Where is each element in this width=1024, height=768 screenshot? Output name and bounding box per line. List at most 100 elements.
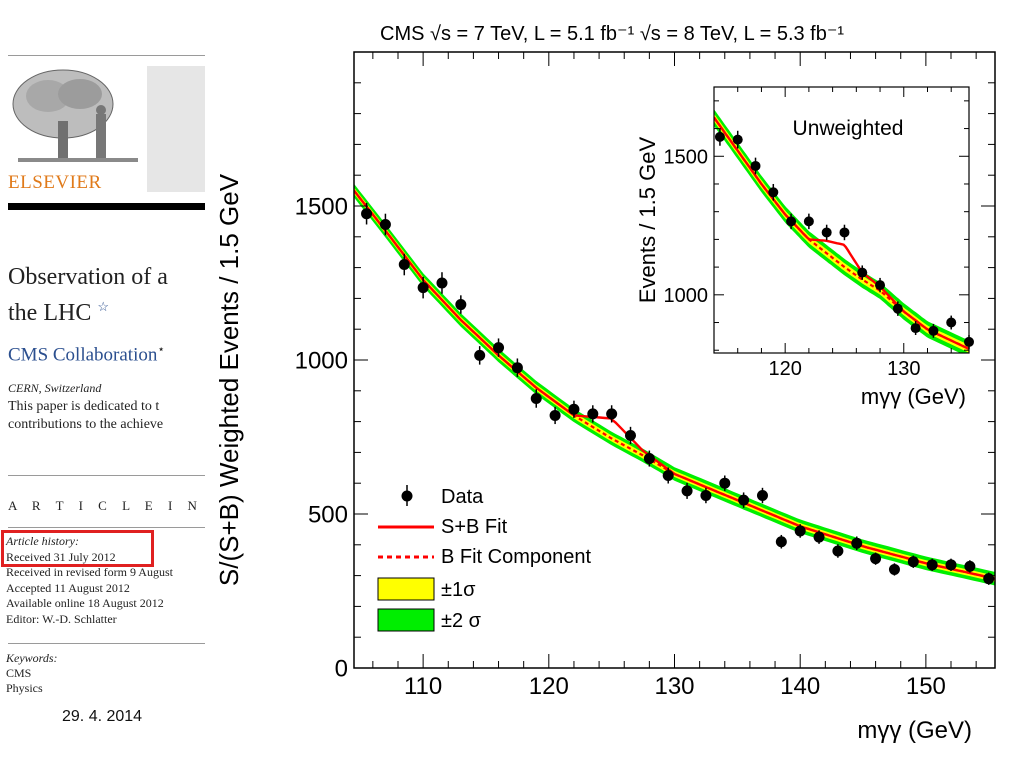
header-rule (8, 203, 205, 210)
inset-data-point (803, 216, 814, 227)
main-data-point (719, 477, 731, 489)
main-y-tick-label: 0 (335, 655, 348, 682)
main-data-point (870, 553, 882, 565)
keywords-label: Keywords: (6, 651, 58, 665)
inset-data-point (857, 267, 868, 278)
history-line-3: Accepted 11 August 2012 (6, 580, 130, 595)
inset-y-tick-label: 1500 (664, 146, 709, 168)
dedication: This paper is dedicated to t contributio… (8, 398, 163, 434)
inset-data-point (910, 323, 921, 334)
inset-y-axis-label: Events / 1.5 GeV (635, 137, 660, 304)
main-data-point (625, 429, 637, 441)
main-data-point (775, 536, 787, 548)
main-data-point (794, 525, 806, 537)
legend-label-2sigma: ±2 σ (441, 610, 482, 632)
main-data-point (738, 494, 750, 506)
paper-authors: CMS Collaboration⋆ (8, 342, 165, 366)
keywords-rule (8, 643, 205, 644)
keyword-1: CMS (6, 666, 32, 680)
inset-data-point (750, 160, 761, 171)
main-data-point (813, 531, 825, 543)
legend-label-data: Data (441, 486, 484, 508)
main-y-tick-label: 1000 (295, 347, 348, 374)
dedication-line-2: contributions to the achieve (8, 417, 164, 432)
dedication-line-1: This paper is dedicated to t (8, 399, 160, 414)
main-data-point (530, 393, 542, 404)
paper-title-line-1: Observation of a (8, 264, 168, 290)
inset-data-point (732, 134, 743, 145)
inset-data-point (768, 187, 779, 198)
inset-data-point (786, 216, 797, 227)
main-data-point (568, 403, 580, 415)
inset-data-point (928, 325, 939, 336)
inset-data-point (892, 303, 903, 314)
legend-label-sb-fit: S+B Fit (441, 516, 508, 538)
main-data-point (417, 282, 429, 294)
main-data-point (832, 545, 844, 557)
inset-data-point (946, 317, 957, 328)
inset-signal-plus-background-fit-line (714, 116, 969, 350)
inset-data-point (839, 227, 850, 238)
author-star-icon: ⋆ (157, 342, 165, 356)
main-data-point (606, 408, 618, 420)
inset-data-point (821, 227, 832, 238)
main-y-tick-label: 1500 (295, 193, 348, 220)
author-name: CMS Collaboration (8, 344, 158, 366)
info-top-rule (8, 475, 205, 476)
inset-x-tick-label: 120 (768, 358, 801, 380)
main-data-point (945, 559, 957, 571)
inset-data-point (714, 131, 725, 142)
history-line-4: Available online 18 August 2012 (6, 596, 164, 610)
main-x-tick-label: 110 (404, 673, 442, 700)
legend-2sigma-swatch (377, 608, 435, 632)
elsevier-tree-logo (8, 66, 148, 170)
legend-data-marker (401, 490, 413, 502)
paper-title: Observation of a the LHC ☆ (8, 262, 168, 328)
inset-y-tick-label: 1000 (664, 285, 709, 307)
y-axis-label: S/(S+B) Weighted Events / 1.5 GeV (214, 173, 244, 586)
chart-title: CMS √s = 7 TeV, L = 5.1 fb⁻¹ √s = 8 TeV,… (380, 23, 844, 45)
legend-label-bfit: B Fit Component (441, 546, 592, 568)
inset-plot-frame (713, 86, 970, 354)
paper-title-line-2: the LHC (8, 300, 92, 326)
main-data-point (474, 349, 486, 361)
info-bottom-rule (8, 527, 205, 528)
inset-data-point (875, 280, 886, 291)
main-data-point (662, 470, 674, 481)
main-data-point (587, 408, 599, 420)
main-data-point (964, 560, 976, 572)
title-star-icon: ☆ (97, 299, 109, 314)
inset-plot-area (714, 109, 969, 353)
main-data-point (511, 362, 523, 374)
history-label: Article history: (6, 534, 79, 548)
slide-date: 29. 4. 2014 (62, 708, 143, 725)
main-data-point (888, 563, 900, 575)
main-x-tick-label: 130 (654, 673, 694, 700)
highlight-box (1, 530, 154, 567)
inset-background (714, 87, 969, 353)
main-x-tick-label: 120 (529, 673, 569, 700)
main-data-point (851, 537, 863, 549)
inset-band-2sigma (714, 109, 969, 353)
article-history: Article history: Received 31 July 2012 R… (6, 534, 173, 627)
main-data-point (643, 453, 655, 465)
main-data-point (700, 490, 712, 502)
main-data-point (983, 573, 995, 585)
inset-x-axis-label: mγγ (GeV) (861, 384, 966, 409)
main-x-tick-label: 150 (906, 673, 946, 700)
main-signal-plus-background-fit-line (354, 189, 995, 580)
publisher-name: ELSEVIER (8, 172, 102, 193)
main-data-point (455, 299, 467, 311)
main-data-point (436, 277, 448, 289)
main-data-point (681, 485, 693, 497)
main-data-point (493, 342, 505, 354)
x-axis-label: mγγ (GeV) (857, 717, 972, 744)
history-line-5: Editor: W.-D. Schlatter (6, 611, 117, 626)
main-data-point (926, 559, 938, 571)
journal-cover-placeholder (147, 66, 205, 192)
main-data-point (907, 556, 919, 568)
main-data-point (379, 218, 391, 230)
inset-title: Unweighted (793, 117, 904, 140)
affiliation: CERN, Switzerland (8, 381, 102, 395)
